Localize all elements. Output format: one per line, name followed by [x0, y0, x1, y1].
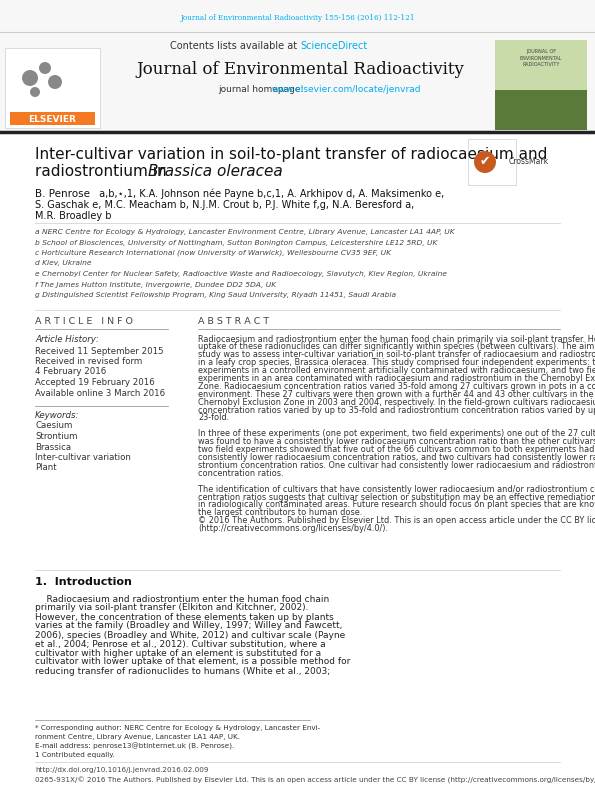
Text: Received in revised form: Received in revised form — [35, 357, 142, 366]
Text: Caesium: Caesium — [35, 422, 73, 430]
FancyBboxPatch shape — [495, 88, 587, 130]
Text: Available online 3 March 2016: Available online 3 March 2016 — [35, 388, 165, 398]
Text: primarily via soil-plant transfer (Elkiton and Kitchner, 2002).: primarily via soil-plant transfer (Elkit… — [35, 603, 308, 612]
Text: JOURNAL OF: JOURNAL OF — [526, 49, 556, 55]
Text: ENVIRONMENTAL: ENVIRONMENTAL — [520, 56, 562, 60]
Text: strontium concentration ratios. One cultivar had consistently lower radiocaesium: strontium concentration ratios. One cult… — [198, 461, 595, 470]
Text: radiostrontium in: radiostrontium in — [35, 164, 171, 179]
Text: a NERC Centre for Ecology & Hydrology, Lancaster Environment Centre, Library Ave: a NERC Centre for Ecology & Hydrology, L… — [35, 229, 455, 235]
Text: Radiocaesium and radiostrontium enter the human food chain primarily via soil-pl: Radiocaesium and radiostrontium enter th… — [198, 334, 595, 344]
Text: c Horticulture Research International (now University of Warwick), Wellesbourne : c Horticulture Research International (n… — [35, 249, 391, 256]
Text: ✔: ✔ — [480, 156, 490, 168]
Text: S. Gaschak e, M.C. Meacham b, N.J.M. Crout b, P.J. White f,g, N.A. Beresford a,: S. Gaschak e, M.C. Meacham b, N.J.M. Cro… — [35, 200, 414, 210]
Text: 1.  Introduction: 1. Introduction — [35, 577, 132, 587]
Text: a,b,⋆,1, K.A. Johnson née Payne b,c,1, A. Arkhipov d, A. Maksimenko e,: a,b,⋆,1, K.A. Johnson née Payne b,c,1, A… — [96, 189, 444, 199]
Text: http://dx.doi.org/10.1016/j.jenvrad.2016.02.009: http://dx.doi.org/10.1016/j.jenvrad.2016… — [35, 767, 208, 773]
Text: Brassica: Brassica — [35, 442, 71, 452]
FancyBboxPatch shape — [468, 139, 516, 185]
Text: the largest contributors to human dose.: the largest contributors to human dose. — [198, 508, 362, 518]
Circle shape — [22, 70, 38, 86]
Circle shape — [48, 75, 62, 89]
Text: Inter-cultivar variation in soil-to-plant transfer of radiocaesium and: Inter-cultivar variation in soil-to-plan… — [35, 148, 547, 163]
Text: d Kiev, Ukraine: d Kiev, Ukraine — [35, 260, 92, 267]
Text: Journal of Environmental Radioactivity 155-156 (2016) 112-121: Journal of Environmental Radioactivity 1… — [180, 14, 415, 22]
Text: reducing transfer of radionuclides to humans (White et al., 2003;: reducing transfer of radionuclides to hu… — [35, 666, 330, 676]
Text: ELSEVIER: ELSEVIER — [28, 115, 76, 125]
Text: et al., 2004; Penrose et al., 2012). Cultivar substitution, where a: et al., 2004; Penrose et al., 2012). Cul… — [35, 639, 325, 649]
Text: concentration ratios.: concentration ratios. — [198, 468, 283, 478]
Text: (http://creativecommons.org/licenses/by/4.0/).: (http://creativecommons.org/licenses/by/… — [198, 524, 388, 533]
Text: b School of Biosciences, University of Nottingham, Sutton Bonington Campus, Leic: b School of Biosciences, University of N… — [35, 240, 437, 245]
Text: in radiologically contaminated areas. Future research should focus on plant spec: in radiologically contaminated areas. Fu… — [198, 500, 595, 510]
Text: Zone. Radiocaesium concentration ratios varied 35-fold among 27 cultivars grown : Zone. Radiocaesium concentration ratios … — [198, 382, 595, 391]
Text: RADIOACTIVITY: RADIOACTIVITY — [522, 61, 560, 67]
Circle shape — [39, 62, 51, 74]
Text: study was to assess inter-cultivar variation in soil-to-plant transfer of radioc: study was to assess inter-cultivar varia… — [198, 350, 595, 360]
Text: Strontium: Strontium — [35, 432, 77, 441]
Text: two field experiments showed that five out of the 66 cultivars common to both ex: two field experiments showed that five o… — [198, 445, 594, 454]
Text: Radiocaesium and radiostrontium enter the human food chain: Radiocaesium and radiostrontium enter th… — [35, 595, 329, 603]
Text: environment. These 27 cultivars were then grown with a further 44 and 43 other c: environment. These 27 cultivars were the… — [198, 390, 593, 399]
Text: consistently lower radiocaesium concentration ratios, and two cultivars had cons: consistently lower radiocaesium concentr… — [198, 453, 595, 462]
Text: experiments in an area contaminated with radiocaesium and radiostrontium in the : experiments in an area contaminated with… — [198, 374, 595, 383]
Text: © 2016 The Authors. Published by Elsevier Ltd. This is an open access article un: © 2016 The Authors. Published by Elsevie… — [198, 516, 595, 525]
Text: The identification of cultivars that have consistently lower radiocaesium and/or: The identification of cultivars that hav… — [198, 484, 595, 494]
Text: A R T I C L E   I N F O: A R T I C L E I N F O — [35, 318, 133, 326]
Text: Keywords:: Keywords: — [35, 410, 79, 419]
Text: e Chernobyl Center for Nuclear Safety, Radioactive Waste and Radioecology, Slavu: e Chernobyl Center for Nuclear Safety, R… — [35, 271, 447, 277]
Circle shape — [474, 151, 496, 173]
Text: Article History:: Article History: — [35, 336, 99, 345]
Text: Received 11 September 2015: Received 11 September 2015 — [35, 346, 164, 356]
Text: was found to have a consistently lower radiocaesium concentration ratio than the: was found to have a consistently lower r… — [198, 437, 595, 446]
Text: ScienceDirect: ScienceDirect — [300, 41, 367, 51]
FancyBboxPatch shape — [0, 32, 595, 132]
Text: Plant: Plant — [35, 464, 57, 472]
Text: A B S T R A C T: A B S T R A C T — [198, 318, 269, 326]
Text: Accepted 19 February 2016: Accepted 19 February 2016 — [35, 378, 155, 387]
Text: M.R. Broadley b: M.R. Broadley b — [35, 211, 111, 221]
Text: f The James Hutton Institute, Invergowrie, Dundee DD2 5DA, UK: f The James Hutton Institute, Invergowri… — [35, 281, 276, 287]
Text: journal homepage:: journal homepage: — [218, 86, 306, 94]
Text: 2006), species (Broadley and White, 2012) and cultivar scale (Payne: 2006), species (Broadley and White, 2012… — [35, 630, 345, 639]
Text: centration ratios suggests that cultivar selection or substitution may be an eff: centration ratios suggests that cultivar… — [198, 492, 595, 502]
FancyBboxPatch shape — [10, 112, 95, 125]
FancyBboxPatch shape — [495, 40, 587, 130]
Text: Brassica oleracea: Brassica oleracea — [148, 164, 283, 179]
Text: experiments in a controlled environment artificially contaminated with radiocaes: experiments in a controlled environment … — [198, 366, 595, 375]
FancyBboxPatch shape — [495, 40, 587, 90]
Text: in a leafy crop species, Brassica oleracea. This study comprised four independen: in a leafy crop species, Brassica olerac… — [198, 358, 595, 367]
Circle shape — [30, 87, 40, 97]
Text: 1 Contributed equally.: 1 Contributed equally. — [35, 752, 115, 758]
Text: However, the concentration of these elements taken up by plants: However, the concentration of these elem… — [35, 612, 334, 622]
Text: In three of these experiments (one pot experiment, two field experiments) one ou: In three of these experiments (one pot e… — [198, 430, 595, 438]
Text: * Corresponding author: NERC Centre for Ecology & Hydrology, Lancaster Envi-: * Corresponding author: NERC Centre for … — [35, 725, 320, 731]
Text: g Distinguished Scientist Fellowship Program, King Saud University, Riyadh 11451: g Distinguished Scientist Fellowship Pro… — [35, 292, 396, 298]
Text: concentration ratios varied by up to 35-fold and radiostrontium concentration ra: concentration ratios varied by up to 35-… — [198, 406, 595, 414]
Text: Journal of Environmental Radioactivity: Journal of Environmental Radioactivity — [136, 61, 464, 79]
Text: 4 February 2016: 4 February 2016 — [35, 368, 107, 376]
Text: Chernobyl Exclusion Zone in 2003 and 2004, respectively. In the field-grown cult: Chernobyl Exclusion Zone in 2003 and 200… — [198, 398, 595, 407]
Text: Contents lists available at: Contents lists available at — [170, 41, 297, 51]
Text: 0265-931X/© 2016 The Authors. Published by Elsevier Ltd. This is an open access : 0265-931X/© 2016 The Authors. Published … — [35, 777, 595, 784]
Text: 23-fold.: 23-fold. — [198, 414, 229, 422]
Text: E-mail address: penrose13@btinternet.uk (B. Penrose).: E-mail address: penrose13@btinternet.uk … — [35, 742, 234, 750]
Text: B. Penrose: B. Penrose — [35, 189, 90, 199]
FancyBboxPatch shape — [0, 0, 595, 32]
Text: CrossMark: CrossMark — [509, 157, 549, 167]
Text: cultivator with lower uptake of that element, is a possible method for: cultivator with lower uptake of that ele… — [35, 657, 350, 666]
Text: varies at the family (Broadley and Willey, 1997; Willey and Fawcett,: varies at the family (Broadley and Wille… — [35, 622, 342, 630]
Text: uptake of these radionuclides can differ significantly within species (between c: uptake of these radionuclides can differ… — [198, 342, 595, 352]
Text: Inter-cultivar variation: Inter-cultivar variation — [35, 453, 131, 462]
FancyBboxPatch shape — [5, 48, 100, 128]
Text: cultivator with higher uptake of an element is substituted for a: cultivator with higher uptake of an elem… — [35, 649, 321, 657]
Text: www.elsevier.com/locate/jenvrad: www.elsevier.com/locate/jenvrad — [272, 86, 421, 94]
Text: ronment Centre, Library Avenue, Lancaster LA1 4AP, UK.: ronment Centre, Library Avenue, Lancaste… — [35, 734, 240, 740]
